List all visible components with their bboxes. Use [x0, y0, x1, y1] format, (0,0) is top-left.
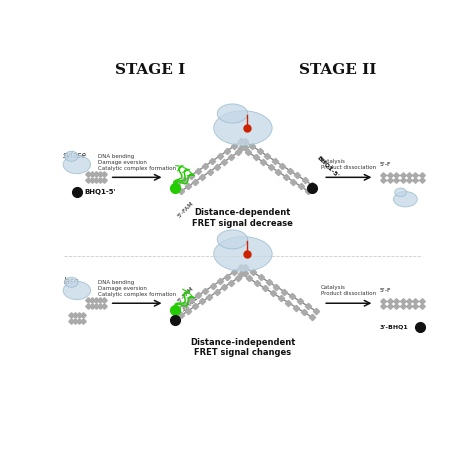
Text: DNA bending
Damage eversion
Catalytic complex formation: DNA bending Damage eversion Catalytic co… — [98, 280, 176, 297]
Text: lase: lase — [64, 277, 79, 286]
Text: 5'-F: 5'-F — [380, 162, 392, 167]
Text: 5'-F: 5'-F — [380, 288, 392, 293]
Text: Catalysis
Product dissociation: Catalysis Product dissociation — [321, 285, 376, 296]
Text: Catalysis
Product dissociation: Catalysis Product dissociation — [321, 159, 376, 170]
Text: 5'-FAM: 5'-FAM — [177, 285, 195, 303]
Text: 3'-BHQ1: 3'-BHQ1 — [177, 294, 199, 316]
Text: STAGE I: STAGE I — [115, 63, 185, 77]
Text: 3'-BHQ1: 3'-BHQ1 — [380, 325, 409, 329]
Ellipse shape — [64, 277, 78, 287]
Ellipse shape — [217, 230, 247, 249]
Text: sylase: sylase — [64, 151, 87, 160]
Text: BHQ1-5': BHQ1-5' — [84, 189, 116, 195]
Ellipse shape — [64, 151, 78, 161]
Text: Distance-dependent
FRET signal decrease: Distance-dependent FRET signal decrease — [192, 209, 293, 228]
Ellipse shape — [214, 237, 272, 271]
Text: DNA bending
Damage eversion
Catalytic complex formation: DNA bending Damage eversion Catalytic co… — [98, 154, 176, 171]
Text: Distance-independent
FRET signal changes: Distance-independent FRET signal changes — [190, 338, 296, 357]
Ellipse shape — [217, 104, 247, 123]
Text: STAGE II: STAGE II — [299, 63, 376, 77]
Ellipse shape — [63, 155, 91, 173]
Text: BHQ1-5': BHQ1-5' — [316, 155, 340, 179]
Ellipse shape — [395, 188, 407, 197]
Text: 5'-FAM: 5'-FAM — [177, 201, 195, 219]
Ellipse shape — [63, 282, 91, 300]
Ellipse shape — [214, 111, 272, 146]
Ellipse shape — [393, 191, 417, 207]
